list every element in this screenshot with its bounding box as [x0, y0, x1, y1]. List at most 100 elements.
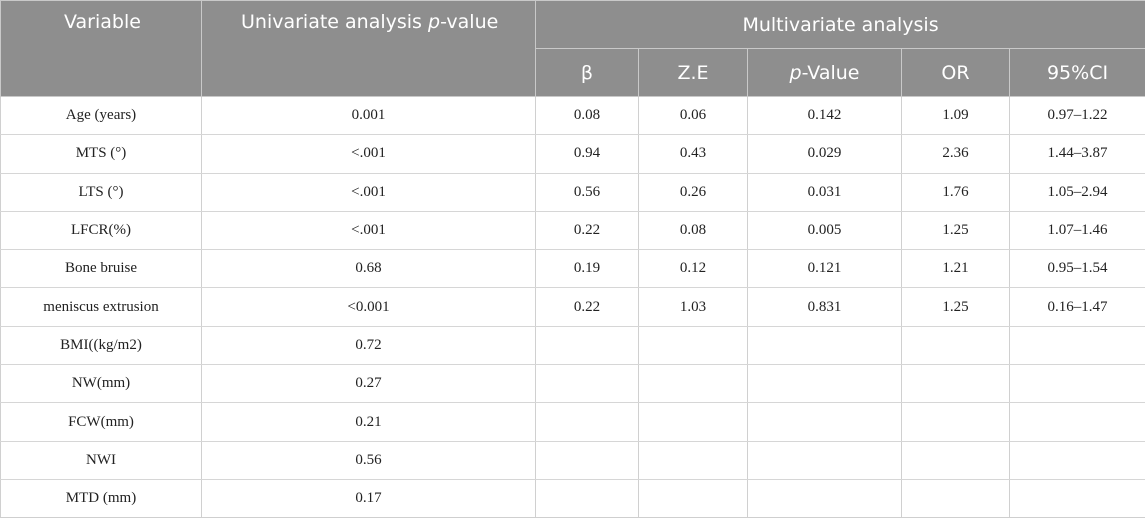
cell-univariate: 0.001 [201, 96, 536, 136]
header-univariate-suffix: -value [440, 11, 499, 33]
cell-beta: 0.94 [535, 134, 639, 174]
cell-or: 1.09 [901, 96, 1010, 136]
table-row: FCW(mm) 0.21 [0, 402, 1145, 442]
cell-variable: Age (years) [0, 96, 202, 136]
table-row: BMI((kg/m2) 0.72 [0, 326, 1145, 366]
cell-beta [535, 402, 639, 442]
header-univariate-italic: p [428, 11, 441, 33]
cell-pvalue [747, 364, 902, 404]
table-body: Age (years) 0.001 0.08 0.06 0.142 1.09 0… [0, 96, 1145, 519]
cell-pvalue [747, 479, 902, 519]
cell-variable: MTD (mm) [0, 479, 202, 519]
table-header: Variable Univariate analysis p-value Mul… [0, 0, 1145, 97]
cell-ci: 1.05–2.94 [1008, 173, 1145, 212]
cell-pvalue: 0.005 [747, 211, 902, 251]
cell-variable: meniscus extrusion [0, 287, 202, 327]
cell-pvalue [747, 402, 902, 442]
header-ci: 95%CI [1008, 48, 1145, 97]
cell-univariate: 0.68 [201, 249, 536, 289]
cell-univariate: 0.21 [201, 402, 536, 442]
cell-univariate: <0.001 [201, 287, 536, 327]
cell-ze: 0.06 [638, 96, 748, 136]
table-row: MTD (mm) 0.17 [0, 479, 1145, 519]
cell-ze: 0.26 [638, 173, 748, 212]
header-pvalue-suffix: -Value [801, 61, 860, 84]
header-multivariate: Multivariate analysis [534, 0, 1145, 49]
cell-or [901, 326, 1010, 366]
cell-beta [535, 479, 639, 519]
table-row: meniscus extrusion <0.001 0.22 1.03 0.83… [0, 287, 1145, 327]
cell-pvalue: 0.142 [747, 96, 902, 136]
cell-univariate: <.001 [201, 211, 536, 251]
cell-variable: NW(mm) [0, 364, 202, 404]
cell-or [901, 364, 1010, 404]
cell-variable: NWI [0, 441, 202, 480]
cell-beta: 0.08 [535, 96, 639, 136]
cell-ci [1008, 479, 1145, 519]
cell-beta: 0.22 [535, 211, 639, 251]
cell-beta: 0.22 [535, 287, 639, 327]
cell-variable: MTS (°) [0, 134, 202, 174]
cell-beta [535, 364, 639, 404]
cell-univariate: 0.27 [201, 364, 536, 404]
cell-ze [638, 326, 748, 366]
cell-ci [1008, 326, 1145, 366]
cell-or [901, 441, 1010, 480]
cell-pvalue: 0.831 [747, 287, 902, 327]
header-variable: Variable [0, 0, 202, 97]
cell-pvalue: 0.121 [747, 249, 902, 289]
cell-ze [638, 441, 748, 480]
cell-ze [638, 479, 748, 519]
cell-ze: 1.03 [638, 287, 748, 327]
cell-ci [1008, 402, 1145, 442]
table-row: NWI 0.56 [0, 441, 1145, 480]
cell-or: 1.25 [901, 211, 1010, 251]
cell-univariate: <.001 [201, 173, 536, 212]
header-ze: Z.E [638, 48, 748, 97]
cell-pvalue: 0.031 [747, 173, 902, 212]
cell-beta [535, 441, 639, 480]
cell-beta [535, 326, 639, 366]
table-row: MTS (°) <.001 0.94 0.43 0.029 2.36 1.44–… [0, 134, 1145, 174]
cell-variable: LFCR(%) [0, 211, 202, 251]
header-univariate: Univariate analysis p-value [201, 0, 536, 97]
cell-variable: BMI((kg/m2) [0, 326, 202, 366]
table-row: Bone bruise 0.68 0.19 0.12 0.121 1.21 0.… [0, 249, 1145, 289]
cell-pvalue [747, 441, 902, 480]
cell-univariate: 0.17 [201, 479, 536, 519]
header-univariate-prefix: Univariate analysis [241, 11, 428, 33]
table-row: LTS (°) <.001 0.56 0.26 0.031 1.76 1.05–… [0, 173, 1145, 212]
cell-or: 2.36 [901, 134, 1010, 174]
cell-ze [638, 402, 748, 442]
table-row: LFCR(%) <.001 0.22 0.08 0.005 1.25 1.07–… [0, 211, 1145, 251]
cell-ze: 0.12 [638, 249, 748, 289]
cell-or: 1.25 [901, 287, 1010, 327]
cell-univariate: <.001 [201, 134, 536, 174]
table-row: Age (years) 0.001 0.08 0.06 0.142 1.09 0… [0, 96, 1145, 136]
cell-beta: 0.19 [535, 249, 639, 289]
header-row-sub: β Z.E p-Value OR 95%CI [1, 48, 1145, 97]
header-pvalue-italic: p [789, 61, 802, 84]
cell-variable: FCW(mm) [0, 402, 202, 442]
cell-ci: 0.16–1.47 [1008, 287, 1145, 327]
cell-beta: 0.56 [535, 173, 639, 212]
table-row: NW(mm) 0.27 [0, 364, 1145, 404]
cell-pvalue [747, 326, 902, 366]
cell-ci: 1.44–3.87 [1008, 134, 1145, 174]
cell-or: 1.76 [901, 173, 1010, 212]
cell-univariate: 0.72 [201, 326, 536, 366]
cell-ze [638, 364, 748, 404]
cell-ci: 0.95–1.54 [1008, 249, 1145, 289]
cell-ze: 0.08 [638, 211, 748, 251]
cell-ci [1008, 441, 1145, 480]
cell-ci [1008, 364, 1145, 404]
header-pvalue: p-Value [747, 48, 902, 97]
cell-univariate: 0.56 [201, 441, 536, 480]
cell-pvalue: 0.029 [747, 134, 902, 174]
cell-or: 1.21 [901, 249, 1010, 289]
cell-ci: 0.97–1.22 [1008, 96, 1145, 136]
cell-or [901, 479, 1010, 519]
cell-variable: LTS (°) [0, 173, 202, 212]
header-or: OR [901, 48, 1010, 97]
